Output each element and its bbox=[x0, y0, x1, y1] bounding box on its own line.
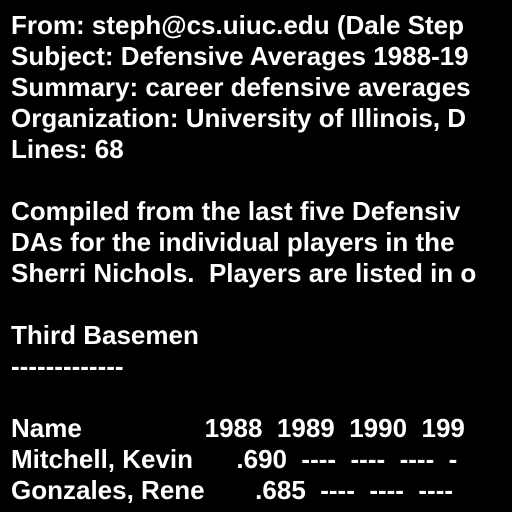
section-rule: ------------- bbox=[11, 351, 124, 381]
summary-line: Summary: career defensive averages bbox=[11, 72, 471, 102]
subject-line: Subject: Defensive Averages 1988-19 bbox=[11, 41, 469, 71]
section-title: Third Basemen bbox=[11, 320, 199, 350]
intro-line: DAs for the individual players in the bbox=[11, 227, 455, 257]
table-row: Gonzales, Rene .685 ---- ---- ---- bbox=[11, 475, 454, 505]
intro-line: Sherri Nichols. Players are listed in o bbox=[11, 258, 477, 288]
intro-line: Compiled from the last five Defensiv bbox=[11, 196, 461, 226]
lines-count: Lines: 68 bbox=[11, 134, 124, 164]
from-line: From: steph@cs.uiuc.edu (Dale Step bbox=[11, 10, 464, 40]
table-header: Name 1988 1989 1990 199 bbox=[11, 413, 465, 443]
table-row: Mitchell, Kevin .690 ---- ---- ---- - bbox=[11, 444, 458, 474]
organization-line: Organization: University of Illinois, D bbox=[11, 103, 467, 133]
